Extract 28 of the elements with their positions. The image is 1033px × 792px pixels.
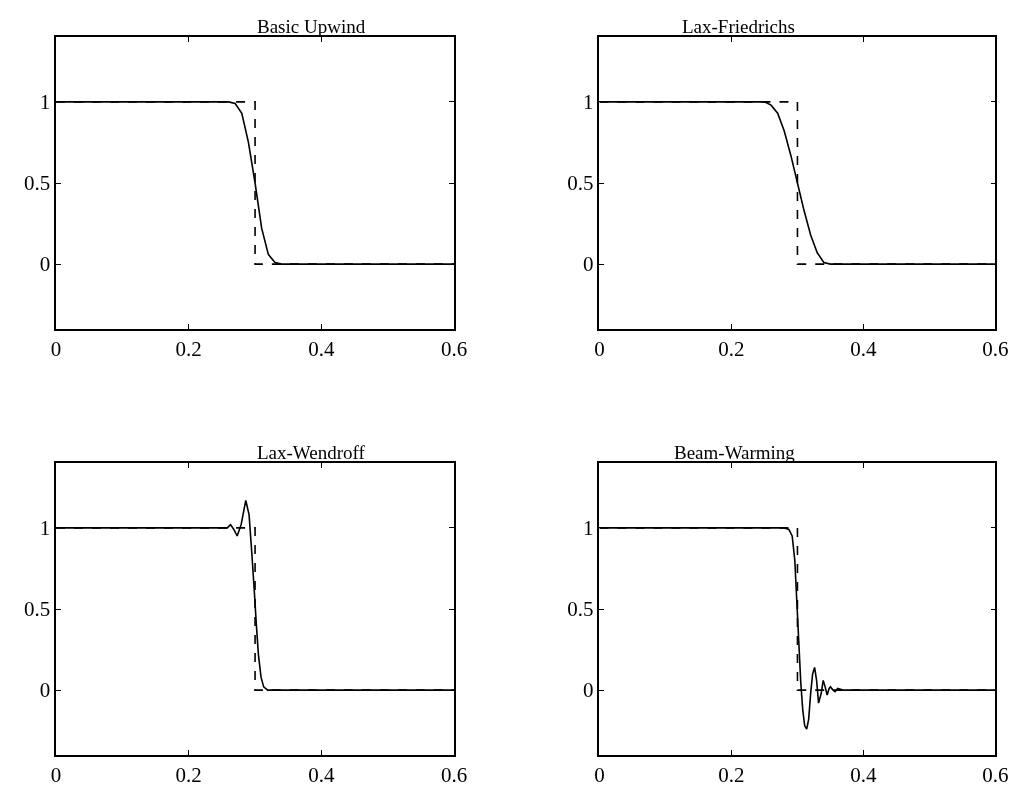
x-tick-label: 0.6 [982,762,1009,787]
x-tick-label: 0.6 [982,336,1009,361]
x-tick-label: 0.4 [850,336,878,361]
y-tick-label: 0 [583,252,594,277]
x-tick-label: 0.4 [308,336,336,361]
y-tick-label: 1 [39,516,51,541]
y-tick-label: 1 [39,90,51,115]
x-tick-label: 0.2 [175,336,202,361]
y-tick-label: 0.5 [23,597,51,622]
x-tick-label: 0.2 [718,336,745,361]
y-tick-label: 0.5 [567,597,594,622]
x-tick-label: 0.4 [850,762,878,787]
x-tick-label: 0.4 [308,762,336,787]
y-tick-label: 0.5 [23,171,51,196]
x-tick-label: 0.2 [718,762,745,787]
chart-title: Lax-Wendroff [257,442,366,463]
chart-title: Beam-Warming [674,442,796,463]
y-tick-label: 1 [583,90,594,115]
y-tick-label: 0.5 [567,171,594,196]
chart-title: Basic Upwind [257,16,366,37]
x-tick-label: 0.2 [175,762,202,787]
y-tick-label: 0 [39,678,51,703]
y-tick-label: 1 [583,516,594,541]
chart-title: Lax-Friedrichs [682,16,795,37]
x-tick-label: 0.6 [440,762,468,787]
x-tick-label: 0.6 [440,336,468,361]
y-tick-label: 0 [583,678,594,703]
y-tick-label: 0 [39,252,51,277]
